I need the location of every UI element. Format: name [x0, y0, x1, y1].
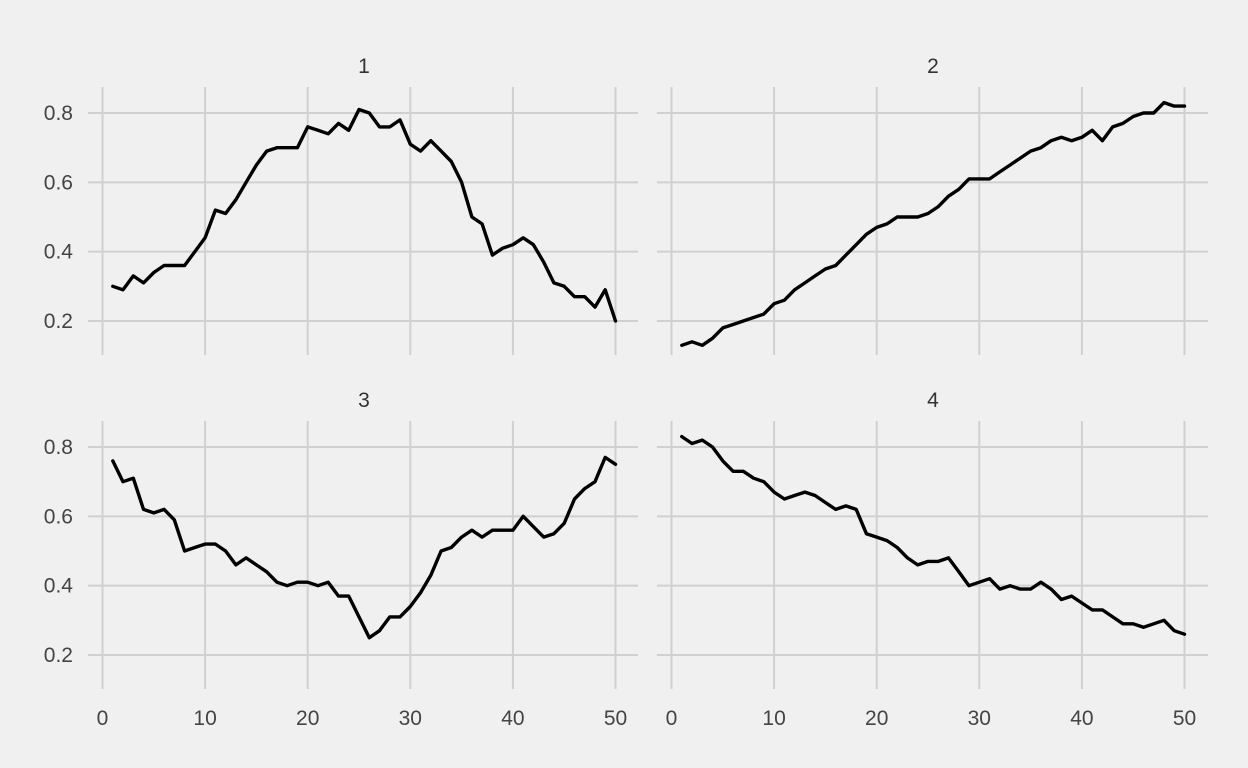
y-tick-label: 0.8: [44, 436, 73, 459]
x-tick-label: 50: [604, 707, 627, 730]
series-line: [111, 455, 618, 640]
x-tick-label: 10: [193, 707, 216, 730]
panel-4-title: 4: [927, 389, 939, 412]
series-line: [680, 434, 1187, 636]
x-tick-label: 40: [501, 707, 524, 730]
panel-2: [657, 87, 1208, 355]
x-tick-label: 0: [666, 707, 678, 730]
panel-1-title: 1: [358, 55, 370, 78]
x-tick-label: 30: [399, 707, 422, 730]
y-tick-label: 0.2: [44, 310, 73, 333]
panel-3: 0.2 0.4 0.6 0.8 0 10 20 30 40 50: [44, 421, 638, 730]
y-tick-label: 0.6: [44, 171, 73, 194]
x-tick-label: 40: [1070, 707, 1093, 730]
series-line: [680, 100, 1187, 347]
panel-1: 0.2 0.4 0.6 0.8: [44, 87, 638, 355]
x-tick-label: 0: [97, 707, 109, 730]
y-tick-label: 0.6: [44, 505, 73, 528]
panel-4: 0 10 20 30 40 50: [657, 421, 1208, 730]
y-tick-label: 0.4: [44, 241, 74, 264]
x-tick-label: 30: [968, 707, 991, 730]
x-tick-label: 20: [865, 707, 888, 730]
series-line: [111, 107, 618, 323]
y-tick-label: 0.8: [44, 102, 73, 125]
x-tick-label: 10: [762, 707, 785, 730]
y-tick-label: 0.4: [44, 575, 74, 598]
panel-2-title: 2: [927, 55, 939, 78]
panel-3-title: 3: [358, 389, 370, 412]
x-tick-label: 50: [1173, 707, 1196, 730]
x-tick-label: 20: [296, 707, 319, 730]
y-tick-label: 0.2: [44, 644, 73, 667]
